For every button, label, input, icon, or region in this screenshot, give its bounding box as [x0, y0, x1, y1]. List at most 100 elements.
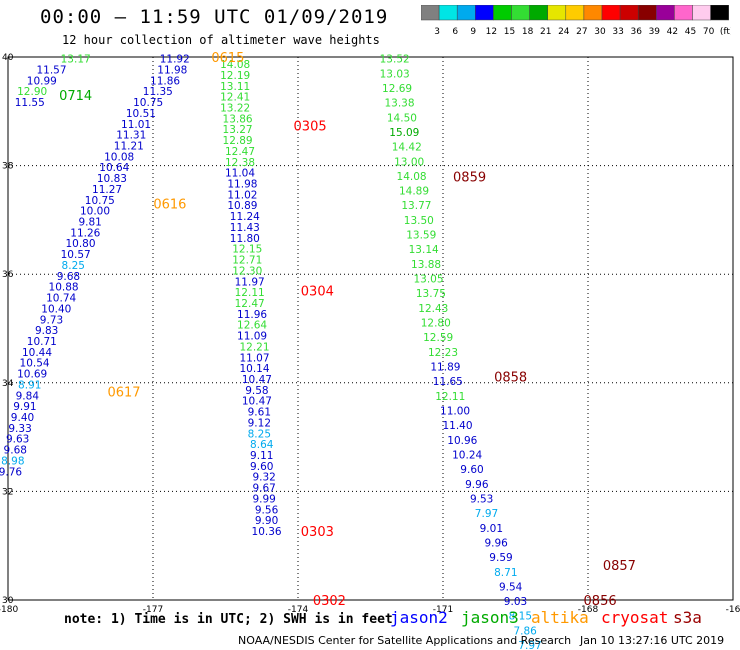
wave-height-point: 11.01 [121, 119, 151, 131]
wave-height-point: 13.86 [223, 113, 253, 125]
wave-height-point: 11.07 [239, 352, 269, 364]
wave-height-point: 11.97 [235, 276, 265, 288]
wave-height-point: 11.24 [230, 211, 260, 223]
wave-height-point: 10.51 [126, 108, 156, 120]
wave-height-point: 12.80 [421, 318, 451, 330]
chart-title: 00:00 – 11:59 UTC 01/09/2019 [40, 6, 389, 28]
wave-height-point: 9.58 [245, 385, 268, 397]
wave-height-point: 10.99 [27, 75, 57, 87]
wave-height-point: 10.80 [65, 238, 95, 250]
wave-height-point: 12.43 [418, 303, 448, 315]
wave-height-point: 8.64 [250, 439, 274, 451]
pass-time-label: 0303 [301, 525, 334, 540]
wave-height-point: 12.90 [17, 86, 47, 98]
wave-height-point: 8.25 [62, 260, 85, 272]
color-scale-label: 27 [576, 27, 587, 37]
color-scale-label: 24 [558, 27, 570, 37]
wave-height-point: 11.43 [230, 222, 260, 234]
wave-height-point: 10.54 [20, 358, 50, 370]
pass-time-label: 0857 [603, 559, 636, 574]
wave-height-point: 13.03 [380, 68, 410, 80]
wave-height-point: 9.63 [6, 434, 29, 446]
wave-height-point: 13.52 [380, 54, 410, 66]
wave-height-point: 13.38 [384, 98, 414, 110]
wave-height-point: 11.26 [70, 227, 100, 239]
wave-height-point: 13.59 [406, 230, 436, 242]
wave-height-point: 12.21 [239, 341, 269, 353]
wave-height-point: 10.44 [22, 347, 52, 359]
wave-height-point: 15.09 [389, 127, 419, 139]
x-tick-label: -174 [288, 605, 309, 615]
pass-time-label: 0616 [153, 198, 186, 213]
wave-height-point: 10.47 [242, 374, 272, 386]
wave-height-point: 11.27 [92, 184, 122, 196]
chart-subtitle: 12 hour collection of altimeter wave hei… [62, 33, 380, 47]
wave-height-point: 11.40 [442, 420, 472, 432]
wave-height-point: 10.00 [80, 206, 110, 218]
wave-height-point: 14.42 [392, 142, 422, 154]
wave-height-point: 10.57 [61, 249, 91, 261]
wave-height-point: 13.14 [409, 244, 439, 256]
wave-height-point: 13.77 [401, 200, 431, 212]
wave-height-point: 11.21 [114, 141, 144, 153]
color-scale-label: 15 [504, 27, 515, 37]
wave-height-point: 7.97 [518, 640, 541, 650]
wave-height-point: 9.68 [57, 271, 80, 283]
wave-height-point: 12.47 [225, 146, 255, 158]
wave-height-point: 12.59 [423, 332, 453, 344]
wave-height-point: 11.04 [225, 168, 255, 180]
color-swatch [710, 5, 729, 21]
wave-height-point: 11.09 [237, 331, 267, 343]
wave-height-point: 13.17 [61, 54, 91, 66]
color-scale-label: (ft) [720, 27, 731, 37]
wave-height-point: 9.53 [470, 493, 493, 505]
y-tick-label: 32 [2, 487, 13, 497]
color-scale-label: 9 [470, 27, 476, 37]
x-tick-label: -171 [433, 605, 453, 615]
wave-height-point: 12.19 [220, 70, 250, 82]
wave-height-point: 9.54 [499, 581, 523, 593]
wave-height-point: 8.15 [509, 611, 532, 623]
wave-height-point: 10.75 [85, 195, 115, 207]
wave-height-point: 9.90 [255, 515, 278, 527]
color-scale-label: 3 [434, 27, 440, 37]
wave-height-point: 11.92 [160, 54, 190, 66]
wave-height-point: 9.68 [4, 445, 27, 457]
plot-frame [7, 56, 734, 601]
pass-time-label: 0302 [313, 594, 346, 609]
wave-height-point: 9.12 [248, 417, 271, 429]
color-scale-label: 42 [667, 27, 678, 37]
legend-jason3: jason3 [461, 608, 519, 627]
y-tick-label: 34 [2, 379, 14, 389]
color-scale-label: 39 [649, 27, 661, 37]
wave-height-point: 11.96 [237, 309, 267, 321]
timestamp-text: Jan 10 13:27:16 UTC 2019 [580, 634, 725, 647]
wave-height-point: 8.91 [18, 379, 41, 391]
wave-height-point: 9.32 [252, 472, 275, 484]
wave-height-point: 12.47 [235, 298, 265, 310]
y-tick-label: 38 [2, 162, 14, 172]
color-scale-label: 21 [540, 27, 551, 37]
wave-height-point: 12.38 [225, 157, 255, 169]
wave-height-point: 9.96 [484, 537, 508, 549]
wave-height-point: 9.03 [504, 596, 527, 608]
wave-height-point: 7.86 [513, 625, 537, 637]
pass-time-label: 0859 [453, 170, 486, 185]
wave-height-point: 12.89 [223, 135, 253, 147]
wave-height-point: 11.02 [227, 189, 257, 201]
wave-height-point: 10.88 [49, 282, 79, 294]
wave-height-point: 9.01 [480, 523, 503, 535]
wave-height-point: 9.60 [460, 464, 483, 476]
wave-height-point: 14.08 [397, 171, 427, 183]
wave-height-point: 12.15 [232, 244, 262, 256]
wave-height-point: 9.60 [250, 461, 273, 473]
wave-height-point: 9.56 [255, 504, 279, 516]
pass-time-label: 0304 [301, 284, 334, 299]
wave-height-point: 10.89 [227, 200, 257, 212]
wave-height-point: 12.11 [235, 287, 265, 299]
wave-height-point: 10.71 [27, 336, 57, 348]
wave-height-point: 9.67 [252, 483, 275, 495]
wave-height-point: 13.11 [220, 81, 250, 93]
